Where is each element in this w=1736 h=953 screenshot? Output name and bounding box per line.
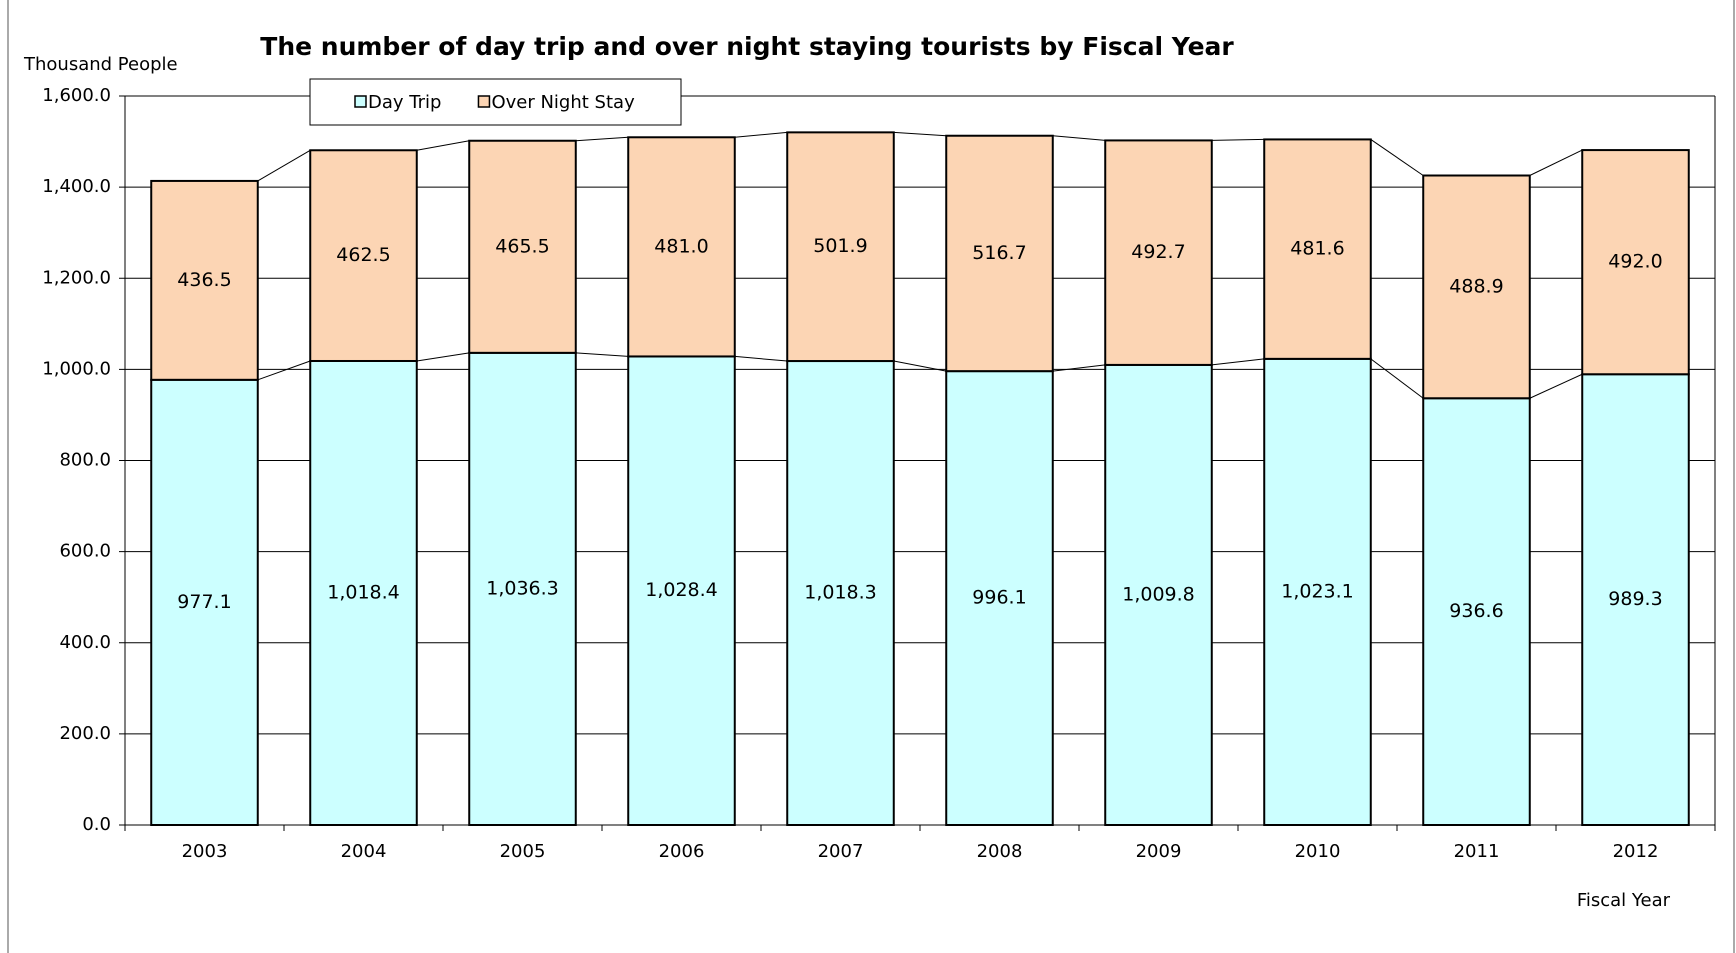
x-tick-label: 2004 bbox=[341, 841, 387, 862]
series-connector bbox=[1211, 138, 1265, 141]
bar-segment bbox=[468, 139, 577, 354]
data-label: 1,018.3 bbox=[804, 582, 877, 604]
data-label: 492.7 bbox=[1131, 241, 1185, 263]
series-connector bbox=[1052, 135, 1106, 141]
data-label: 936.6 bbox=[1449, 600, 1503, 622]
legend: Day Trip Over Night Stay bbox=[309, 78, 682, 126]
y-tick-label: 200.0 bbox=[59, 723, 111, 744]
x-tick-label: 2005 bbox=[500, 841, 546, 862]
x-axis-label: Fiscal Year bbox=[1577, 890, 1671, 911]
data-label: 436.5 bbox=[177, 269, 231, 291]
series-connector bbox=[893, 360, 947, 372]
bar-segment bbox=[1422, 174, 1531, 400]
data-label: 492.0 bbox=[1608, 251, 1662, 273]
data-label: 977.1 bbox=[177, 591, 231, 613]
bar-segment bbox=[1581, 149, 1690, 376]
x-tick-label: 2003 bbox=[182, 841, 228, 862]
data-label: 1,036.3 bbox=[486, 577, 559, 599]
x-tick-label: 2008 bbox=[977, 841, 1023, 862]
y-tick-label: 400.0 bbox=[59, 632, 111, 653]
series-connector bbox=[1529, 373, 1583, 399]
bar-segment bbox=[150, 378, 259, 826]
legend-swatch bbox=[354, 95, 367, 108]
bar-segment bbox=[1263, 357, 1372, 826]
bar-segment bbox=[1104, 139, 1213, 366]
legend-label: Over Night Stay bbox=[491, 92, 635, 113]
data-label: 501.9 bbox=[813, 235, 867, 257]
y-tick-label: 0.0 bbox=[82, 814, 111, 835]
bar-segment bbox=[627, 355, 736, 826]
x-tick-label: 2010 bbox=[1295, 841, 1341, 862]
data-label: 516.7 bbox=[972, 242, 1026, 264]
series-connector bbox=[575, 352, 629, 357]
y-tick-label: 1,400.0 bbox=[42, 176, 111, 197]
y-axis-label: Thousand People bbox=[23, 54, 178, 75]
series-connector bbox=[1211, 358, 1265, 366]
y-tick-label: 1,200.0 bbox=[42, 267, 111, 288]
bar-segment bbox=[468, 351, 577, 826]
series-connector bbox=[893, 131, 947, 137]
data-label: 481.0 bbox=[654, 235, 708, 257]
bar-segment bbox=[627, 136, 736, 358]
chart-frame bbox=[7, 0, 1735, 953]
bar-segment bbox=[786, 360, 895, 826]
chart-title: The number of day trip and over night st… bbox=[260, 32, 1234, 61]
bar-segment bbox=[786, 131, 895, 363]
series-connector bbox=[257, 360, 311, 381]
series-connector bbox=[257, 149, 311, 182]
x-tick-label: 2011 bbox=[1454, 841, 1500, 862]
data-label: 488.9 bbox=[1449, 275, 1503, 297]
data-label: 1,028.4 bbox=[645, 579, 718, 601]
data-label: 1,023.1 bbox=[1281, 580, 1354, 602]
y-tick-label: 1,600.0 bbox=[42, 85, 111, 106]
series-connector bbox=[575, 136, 629, 142]
x-tick-label: 2009 bbox=[1136, 841, 1182, 862]
series-connector bbox=[734, 131, 788, 138]
bar-segment bbox=[150, 179, 259, 381]
bar-segment bbox=[1104, 363, 1213, 826]
legend-box bbox=[309, 78, 682, 126]
series-connector bbox=[416, 140, 470, 151]
x-tick-label: 2007 bbox=[818, 841, 864, 862]
legend-swatch bbox=[477, 95, 491, 108]
legend-label: Day Trip bbox=[368, 92, 441, 113]
bar-segment bbox=[309, 149, 418, 362]
data-label: 989.3 bbox=[1608, 588, 1662, 610]
data-label: 481.6 bbox=[1290, 238, 1344, 260]
data-label: 1,018.4 bbox=[327, 581, 400, 603]
y-tick-label: 1,000.0 bbox=[42, 358, 111, 379]
series-connector bbox=[1052, 364, 1106, 372]
data-label: 462.5 bbox=[336, 244, 390, 266]
series-connector bbox=[1370, 139, 1424, 176]
data-label: 1,009.8 bbox=[1122, 583, 1195, 605]
bar-segment bbox=[1263, 138, 1372, 360]
x-tick-label: 2012 bbox=[1613, 841, 1659, 862]
series-connector bbox=[734, 355, 788, 362]
series-connector bbox=[416, 352, 470, 362]
data-label: 996.1 bbox=[972, 587, 1026, 609]
x-tick-label: 2006 bbox=[659, 841, 705, 862]
y-tick-label: 600.0 bbox=[59, 541, 111, 562]
bar-segment bbox=[945, 134, 1054, 373]
series-connector bbox=[1370, 358, 1424, 399]
bar-segment bbox=[945, 370, 1054, 826]
data-label: 465.5 bbox=[495, 235, 549, 257]
bar-segment bbox=[309, 359, 418, 826]
y-tick-label: 800.0 bbox=[59, 450, 111, 471]
series-connector bbox=[1529, 149, 1583, 176]
